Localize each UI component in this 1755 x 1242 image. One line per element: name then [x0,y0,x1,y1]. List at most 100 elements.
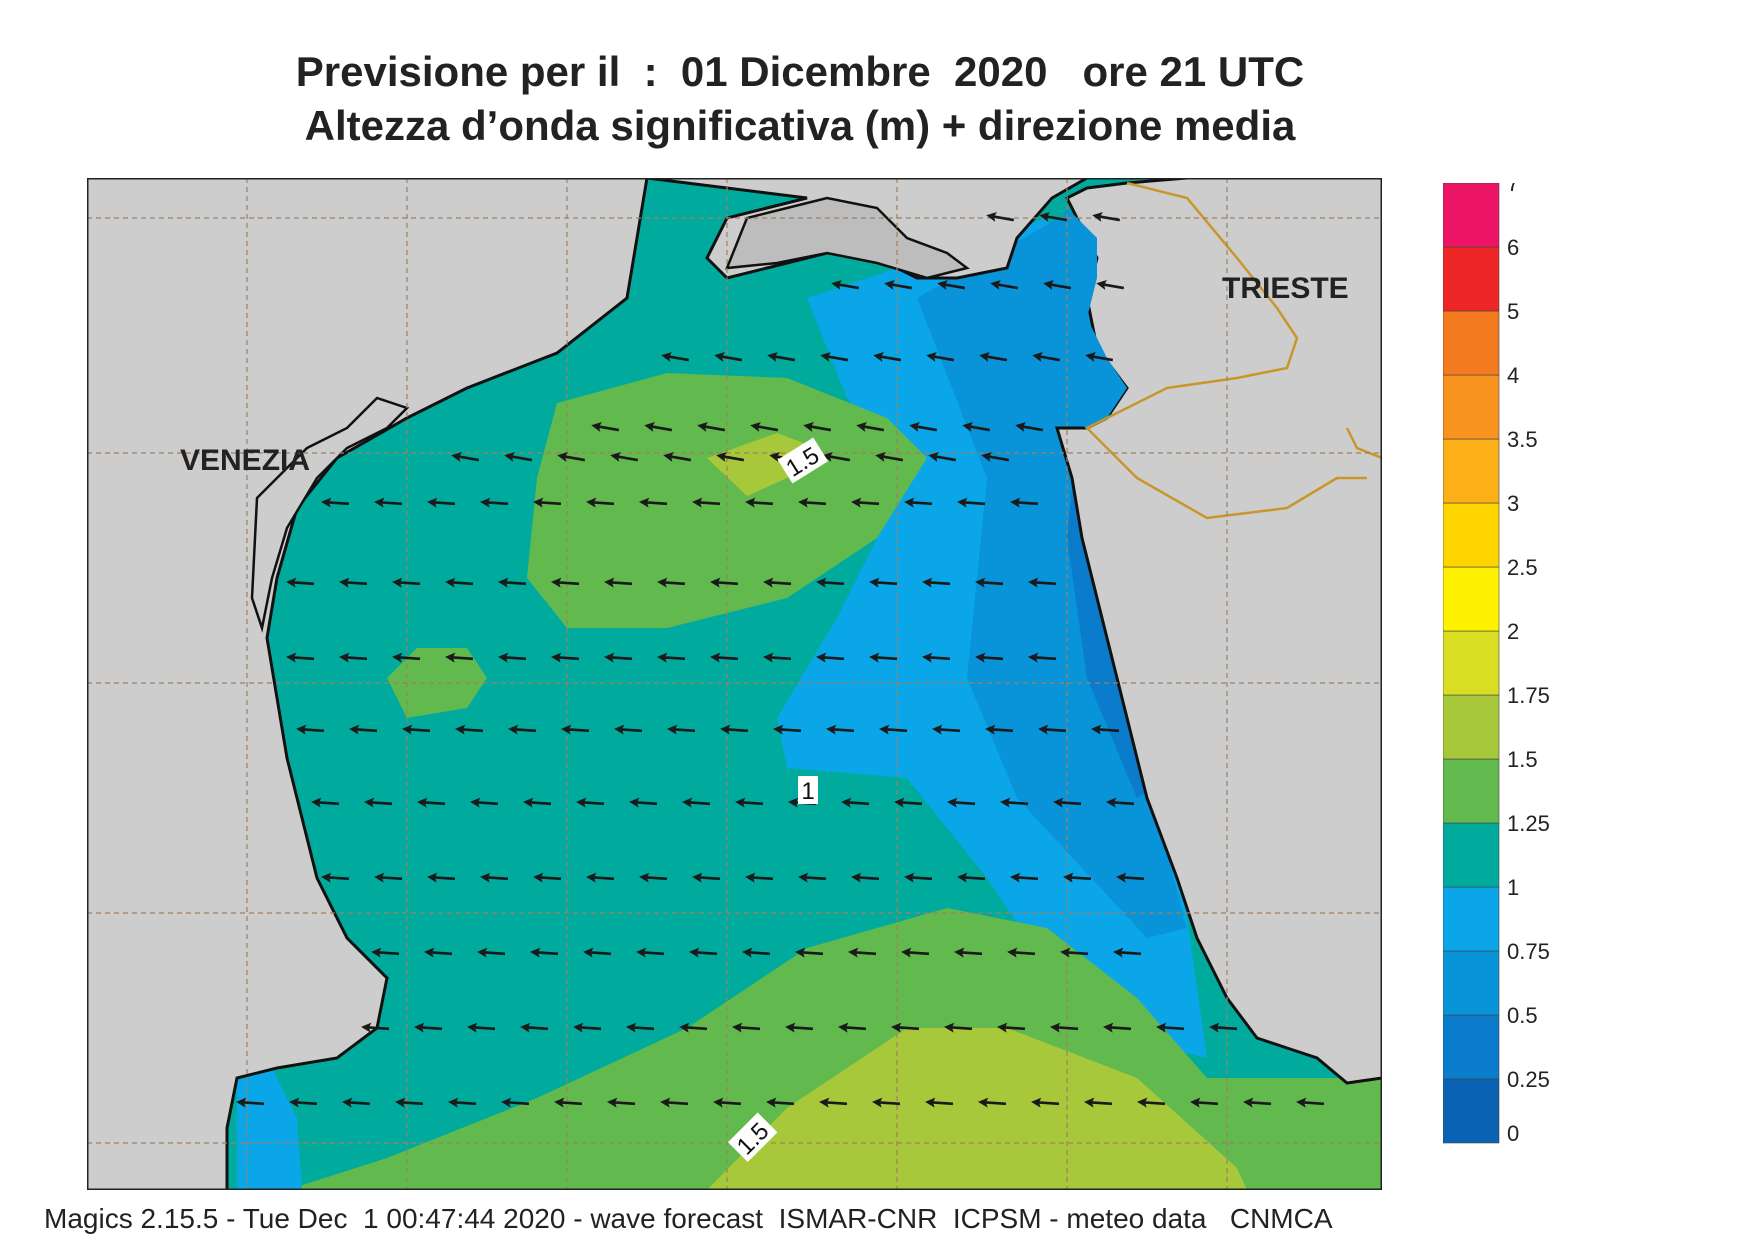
grid-lines [87,178,1382,1190]
wave-arrow [745,497,774,508]
color-legend: 0 0.25 0.5 0.75 1 1.25 1.5 1.75 2 2.5 3 3.5 4 5 6 7 [1443,183,1550,1146]
wave-arrow [1085,352,1114,362]
wave-arrow [891,1022,920,1033]
wave-arrow [660,1097,689,1108]
wave-arrow [975,577,1004,588]
wave-arrow [364,797,393,808]
wave-zone-green-north [527,373,927,628]
wave-arrow [742,947,771,958]
wave-arrow [763,577,792,588]
wave-arrow [692,872,721,883]
wave-arrow [1050,1022,1079,1033]
wave-arrow [1028,577,1057,588]
wave-arrow [371,947,400,958]
political-border [1084,181,1382,520]
wave-arrow [714,352,743,362]
wave-arrow [841,797,870,808]
wave-arrow [822,452,851,462]
wave-arrow [957,872,986,883]
wave-arrow [1243,1097,1272,1108]
legend-tick-label: 1 [1507,875,1519,900]
legend-tick-label: 0.75 [1507,939,1550,964]
wave-arrow [838,1022,867,1033]
wave-arrow [851,497,880,508]
wave-arrow [551,577,580,588]
wave-arrow [445,577,474,588]
wave-arrow [1137,1097,1166,1108]
wave-arrow [872,1097,901,1108]
wave-arrow [663,452,692,462]
wave-arrow [1053,797,1082,808]
wave-arrow [451,452,480,462]
legend-tick-label: 1.5 [1507,747,1538,772]
wave-arrow [504,452,533,462]
wave-arrow [614,724,643,735]
wave-zone-yellowgreen-north [707,433,817,496]
legend-tick-label: 2 [1507,619,1519,644]
wave-arrow [1028,652,1057,663]
wave-arrow [901,947,930,958]
wave-arrow [926,352,955,362]
legend-swatch [1443,374,1500,440]
wave-arrow [1091,724,1120,735]
wave-arrow [1043,280,1072,290]
wave-arrow [1015,422,1044,432]
wave-arrow [523,797,552,808]
wave-arrow [639,872,668,883]
wave-arrow [533,872,562,883]
wave-arrow [785,1022,814,1033]
legend-tick-label: 0 [1507,1121,1519,1146]
wave-arrow [374,872,403,883]
legend-tick-label: 0.25 [1507,1067,1550,1092]
wave-arrow [657,577,686,588]
legend-tick-label: 3.5 [1507,427,1538,452]
wave-arrow [925,1097,954,1108]
wave-arrow [629,797,658,808]
wave-arrow [1096,280,1125,290]
wave-arrow [803,422,832,432]
wave-arrow [321,497,350,508]
wave-arrow [1039,212,1068,222]
wave-arrow [869,652,898,663]
wave-arrow [1031,1097,1060,1108]
wave-arrow [610,452,639,462]
wave-arrow [682,797,711,808]
wave-arrow [732,1022,761,1033]
wave-arrow [904,872,933,883]
wave-arrow [636,947,665,958]
wave-arrow [763,652,792,663]
wave-arrow [467,1022,496,1033]
wave-arrow [1084,1097,1113,1108]
land-north-grey [725,196,970,280]
wave-arrow [735,797,764,808]
wave-arrow [773,724,802,735]
legend-swatch [1443,1014,1500,1080]
wave-arrow [339,652,368,663]
wave-arrow [826,724,855,735]
wave-arrow [427,497,456,508]
legend-swatch [1443,758,1500,824]
wave-arrow [957,497,986,508]
wave-arrow [311,797,340,808]
legend-swatches [1443,183,1500,1144]
wave-arrow [530,947,559,958]
land-west [87,178,649,1190]
contour-label-2: 1 [798,776,818,805]
wave-arrow [820,352,849,362]
forecast-subtitle: Altezza d’onda significativa (m) + direz… [304,102,1296,149]
wave-arrow [1000,797,1029,808]
wave-arrow [286,652,315,663]
wave-arrow [561,724,590,735]
wave-arrow [710,652,739,663]
wave-arrow [501,1097,530,1108]
wave-arrow [856,422,885,432]
wave-arrow [424,947,453,958]
wave-arrow [1010,872,1039,883]
wave-arrow [448,1097,477,1108]
wave-arrow [954,947,983,958]
wave-arrow [873,352,902,362]
legend-swatch [1443,1078,1500,1144]
wave-arrow [554,1097,583,1108]
wave-arrow [392,652,421,663]
wave-arrow [985,724,1014,735]
